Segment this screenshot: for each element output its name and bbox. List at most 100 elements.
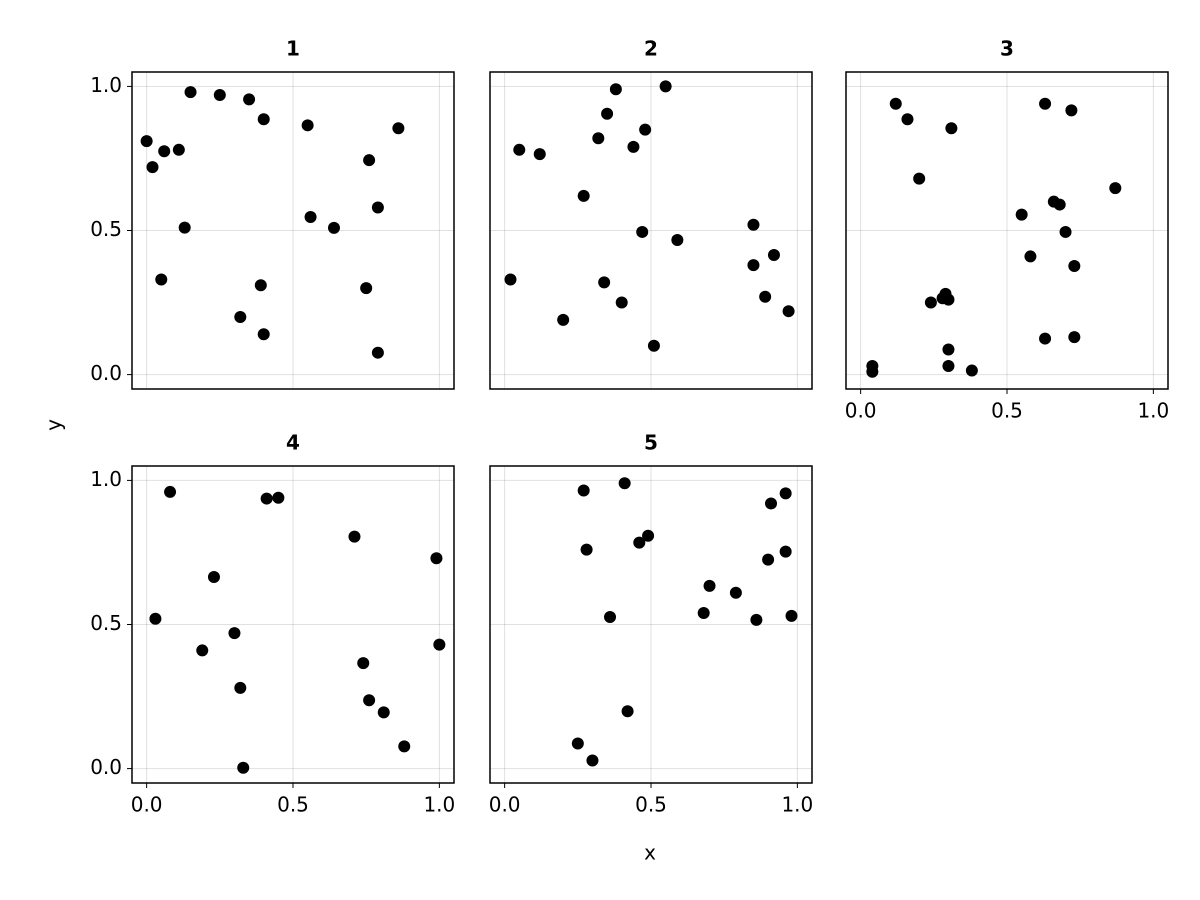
panel-frame: [489, 71, 813, 390]
point: [430, 552, 443, 565]
point: [304, 210, 317, 223]
point: [363, 694, 376, 707]
point: [363, 154, 376, 167]
point: [243, 93, 256, 106]
x-tick-label: 0.0: [131, 793, 163, 817]
point: [621, 705, 634, 718]
point: [1068, 331, 1081, 344]
point: [257, 113, 270, 126]
point: [750, 613, 763, 626]
point: [945, 122, 958, 135]
point: [254, 279, 267, 292]
point: [433, 638, 446, 651]
point: [601, 107, 614, 120]
y-tick-label: 0.5: [90, 217, 122, 241]
panel-title: 5: [644, 431, 658, 455]
panel-frame: [845, 71, 1169, 390]
y-axis-label: y: [42, 419, 66, 431]
point: [207, 570, 220, 583]
point: [762, 553, 775, 566]
point: [140, 135, 153, 148]
point: [228, 627, 241, 640]
point: [592, 132, 605, 145]
point: [155, 273, 168, 286]
point: [779, 487, 792, 500]
point: [889, 97, 902, 110]
point: [1053, 198, 1066, 211]
x-tick-label: 1.0: [1137, 399, 1169, 423]
point: [1039, 97, 1052, 110]
point: [146, 161, 159, 174]
point: [392, 122, 405, 135]
point: [642, 529, 655, 542]
point: [184, 86, 197, 99]
y-tick-label: 1.0: [90, 467, 122, 491]
point: [1065, 104, 1078, 117]
y-tick-label: 0.0: [90, 755, 122, 779]
point: [580, 543, 593, 556]
point: [513, 143, 526, 156]
point: [577, 189, 590, 202]
panel-title: 3: [1000, 37, 1014, 61]
point: [149, 612, 162, 625]
point: [377, 706, 390, 719]
point: [901, 113, 914, 126]
point: [234, 310, 247, 323]
point: [357, 657, 370, 670]
point: [504, 273, 517, 286]
point: [1059, 225, 1072, 238]
point: [942, 359, 955, 372]
x-axis-label: x: [644, 841, 656, 865]
panel-frame: [131, 465, 455, 784]
point: [942, 343, 955, 356]
point: [577, 484, 590, 497]
point: [729, 586, 742, 599]
point: [371, 201, 384, 214]
point: [639, 123, 652, 136]
x-tick-label: 0.0: [489, 793, 521, 817]
point: [598, 276, 611, 289]
point: [348, 530, 361, 543]
point: [164, 485, 177, 498]
x-tick-label: 1.0: [423, 793, 455, 817]
point: [557, 313, 570, 326]
panel-title: 2: [644, 37, 658, 61]
point: [213, 89, 226, 102]
point: [659, 80, 672, 93]
point: [747, 259, 760, 272]
point: [633, 536, 646, 549]
point: [196, 644, 209, 657]
point: [260, 492, 273, 505]
point: [627, 140, 640, 153]
point: [636, 225, 649, 238]
x-tick-label: 1.0: [781, 793, 813, 817]
panel-title: 4: [286, 431, 300, 455]
point: [533, 148, 546, 161]
x-tick-label: 0.5: [991, 399, 1023, 423]
point: [1015, 208, 1028, 221]
point: [697, 606, 710, 619]
point: [360, 282, 373, 295]
point: [671, 234, 684, 247]
point: [779, 545, 792, 558]
point: [1109, 182, 1122, 195]
y-tick-label: 0.5: [90, 611, 122, 635]
point: [785, 609, 798, 622]
y-tick-label: 1.0: [90, 73, 122, 97]
point: [1039, 332, 1052, 345]
point: [765, 497, 778, 510]
point: [615, 296, 628, 309]
panel-title: 1: [286, 37, 300, 61]
point: [1068, 259, 1081, 272]
point: [272, 491, 285, 504]
point: [782, 305, 795, 318]
x-tick-label: 0.5: [277, 793, 309, 817]
point: [942, 293, 955, 306]
point: [924, 296, 937, 309]
point: [234, 681, 247, 694]
point: [327, 221, 340, 234]
point: [913, 172, 926, 185]
point: [172, 143, 185, 156]
